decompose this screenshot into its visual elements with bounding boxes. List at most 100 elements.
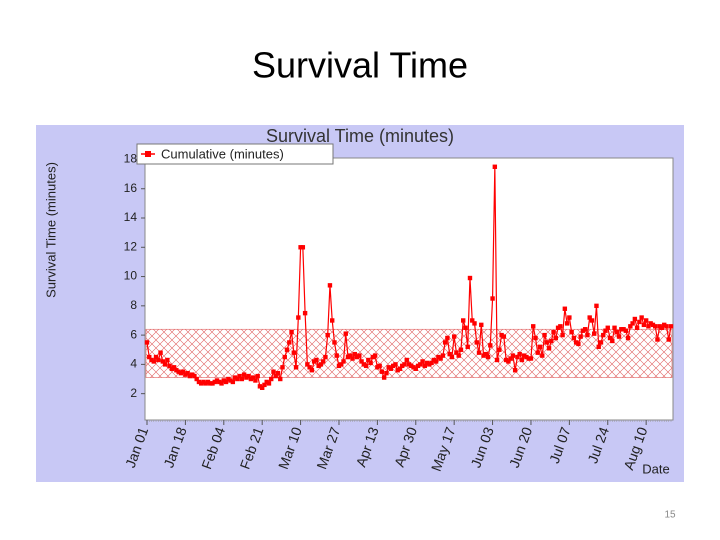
- point-marker: [257, 384, 263, 389]
- point-marker: [167, 363, 172, 369]
- point-marker: [318, 362, 324, 367]
- point-marker: [196, 379, 202, 385]
- point-marker: [375, 365, 380, 370]
- reference-band: [145, 328, 673, 378]
- point-marker: [646, 324, 651, 329]
- point-marker: [648, 321, 653, 326]
- point-marker: [603, 328, 608, 333]
- point-marker: [445, 335, 450, 341]
- point-marker: [203, 381, 208, 386]
- point-marker: [201, 379, 206, 385]
- point-marker: [183, 372, 188, 377]
- point-marker: [287, 340, 292, 345]
- point-marker: [176, 369, 181, 374]
- point-marker: [596, 344, 601, 350]
- chart-title: Survival Time (minutes): [266, 126, 454, 146]
- point-marker: [558, 324, 563, 329]
- legend-label: Cumulative (minutes): [161, 146, 284, 161]
- point-marker: [429, 360, 434, 366]
- point-marker: [336, 363, 342, 369]
- point-marker: [605, 325, 610, 330]
- point-marker: [411, 365, 416, 370]
- point-marker: [427, 362, 432, 367]
- point-marker: [153, 354, 159, 360]
- point-marker: [250, 375, 256, 380]
- point-marker: [585, 332, 590, 338]
- point-marker: [601, 332, 606, 338]
- point-marker: [474, 340, 479, 345]
- point-marker: [158, 350, 163, 355]
- point-marker: [424, 360, 430, 366]
- point-marker: [607, 335, 613, 341]
- point-marker: [533, 335, 538, 341]
- point-marker: [352, 351, 357, 357]
- page-number: 15: [664, 510, 676, 521]
- point-marker: [623, 328, 629, 333]
- point-marker: [589, 318, 595, 323]
- point-marker: [381, 375, 387, 380]
- point-marker: [330, 318, 335, 323]
- point-marker: [497, 347, 502, 352]
- point-marker: [339, 362, 344, 367]
- point-marker: [350, 356, 355, 361]
- point-marker: [280, 365, 285, 370]
- point-marker: [494, 357, 500, 363]
- y-tick-label: 8: [130, 298, 137, 312]
- point-marker: [400, 363, 405, 369]
- point-marker: [598, 340, 604, 345]
- point-marker: [282, 354, 287, 360]
- point-marker: [555, 325, 561, 330]
- point-marker: [573, 340, 579, 345]
- point-marker: [386, 365, 391, 370]
- point-marker: [230, 379, 236, 385]
- point-marker: [479, 322, 484, 328]
- point-marker: [578, 334, 583, 339]
- point-marker: [442, 340, 448, 345]
- point-marker: [409, 363, 414, 369]
- y-tick-label: 10: [124, 269, 138, 283]
- point-marker: [357, 353, 362, 358]
- point-marker: [253, 378, 258, 383]
- point-marker: [214, 378, 220, 383]
- legend-box: [136, 143, 334, 165]
- point-marker: [314, 357, 319, 363]
- point-marker: [619, 327, 624, 332]
- point-marker: [390, 363, 396, 369]
- point-marker: [436, 354, 441, 360]
- point-marker: [546, 346, 552, 351]
- point-marker: [208, 381, 213, 386]
- point-marker: [540, 353, 545, 358]
- point-marker: [366, 357, 371, 363]
- point-marker: [192, 373, 197, 379]
- point-marker: [205, 379, 211, 385]
- point-marker: [519, 357, 525, 363]
- point-marker: [404, 357, 409, 363]
- point-marker: [576, 341, 581, 347]
- point-marker: [526, 356, 531, 361]
- point-marker: [413, 366, 418, 371]
- point-marker: [652, 324, 658, 329]
- point-marker: [395, 368, 400, 373]
- point-marker: [397, 366, 403, 371]
- point-marker: [666, 337, 671, 342]
- point-marker: [472, 321, 477, 326]
- point-marker: [420, 359, 425, 364]
- point-marker: [232, 375, 238, 380]
- point-marker: [320, 359, 326, 364]
- point-marker: [614, 329, 619, 335]
- point-marker: [298, 245, 303, 250]
- point-marker: [327, 283, 333, 288]
- point-marker: [524, 354, 529, 360]
- point-marker: [379, 369, 385, 374]
- point-marker: [307, 365, 312, 370]
- point-marker: [300, 245, 306, 250]
- point-marker: [490, 296, 495, 301]
- point-marker: [431, 357, 437, 363]
- point-marker: [255, 373, 260, 379]
- point-marker: [275, 370, 281, 376]
- y-tick-label: 4: [130, 357, 137, 371]
- point-marker: [483, 351, 488, 357]
- point-marker: [628, 324, 633, 329]
- point-marker: [515, 354, 520, 360]
- point-marker: [553, 335, 559, 341]
